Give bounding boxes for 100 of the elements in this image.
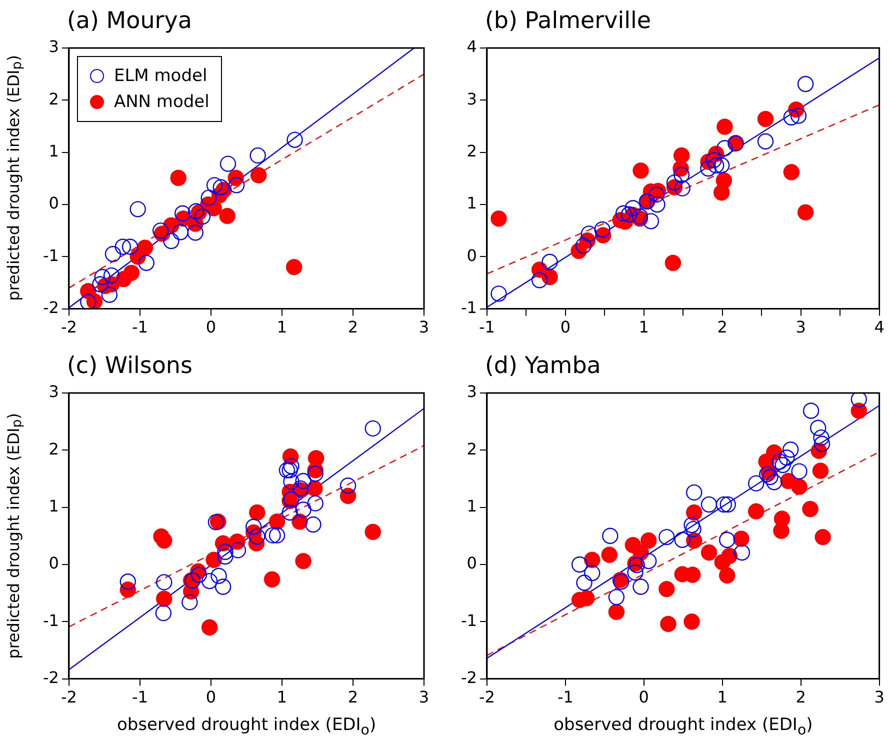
- x-tick-label: 0: [560, 318, 571, 337]
- point: [791, 463, 808, 480]
- x-tick-label: 3: [796, 318, 806, 337]
- point: [620, 206, 638, 222]
- point: [155, 604, 172, 622]
- point: [674, 180, 690, 196]
- y-tick-label: -1: [461, 610, 477, 630]
- point: [813, 429, 830, 446]
- point: [684, 614, 700, 630]
- point: [594, 221, 610, 238]
- point: [674, 532, 690, 548]
- point: [201, 619, 218, 636]
- y-tick-label: 2: [466, 141, 477, 160]
- legend-label: ELM model: [114, 66, 208, 86]
- point: [797, 76, 814, 92]
- y-tick-label: 3: [48, 382, 59, 402]
- point: [571, 556, 588, 573]
- y-tick-label: 4: [466, 37, 477, 56]
- point: [307, 495, 324, 512]
- y-tick-label: 1: [466, 496, 477, 516]
- point: [774, 456, 791, 474]
- point: [700, 160, 716, 177]
- point: [174, 205, 191, 222]
- point: [757, 110, 774, 128]
- point: [200, 190, 217, 206]
- point: [283, 458, 300, 474]
- x-tick-label: 2: [348, 688, 358, 707]
- y-tick-label: 0: [48, 554, 59, 573]
- point: [686, 504, 702, 521]
- point: [188, 203, 204, 220]
- point: [810, 420, 826, 436]
- point: [783, 164, 800, 180]
- point: [632, 162, 649, 179]
- point: [187, 224, 204, 241]
- point: [206, 177, 223, 194]
- x-tick-label: -1: [132, 688, 148, 707]
- y-tick-label: -2: [461, 668, 477, 687]
- x-tick-label: -1: [557, 688, 574, 707]
- x-tick-label: -1: [132, 318, 148, 337]
- point: [250, 167, 267, 184]
- point: [640, 552, 657, 570]
- point: [264, 527, 281, 544]
- point: [802, 500, 818, 518]
- y-tick-label: 0: [466, 246, 477, 265]
- point: [249, 504, 266, 521]
- point: [220, 156, 236, 172]
- point: [340, 488, 356, 504]
- x-axis-title: observed drought index (EDI$_{o}$): [116, 715, 376, 738]
- y-tick-label: 2: [48, 89, 59, 108]
- y-tick-label: 3: [466, 89, 477, 108]
- point: [103, 267, 120, 284]
- y-tick-label: 1: [466, 194, 477, 213]
- x-tick-label: 2: [348, 318, 358, 337]
- point: [283, 474, 300, 490]
- point: [230, 542, 246, 558]
- point: [649, 196, 666, 213]
- point: [850, 402, 867, 419]
- point: [624, 200, 642, 216]
- chart-title: (d) Yamba: [484, 353, 601, 379]
- point: [217, 548, 234, 565]
- x-tick-label: 3: [418, 318, 430, 337]
- point: [782, 441, 799, 458]
- point: [152, 222, 169, 239]
- point: [212, 179, 230, 196]
- point: [640, 532, 657, 549]
- x-tick-label: 3: [418, 688, 430, 707]
- point: [364, 420, 381, 437]
- point: [773, 522, 790, 539]
- point: [580, 226, 598, 242]
- y-tick-label: 3: [466, 382, 477, 402]
- y-tick-label: 0: [466, 554, 477, 573]
- point: [268, 514, 286, 530]
- point: [608, 604, 625, 620]
- point: [156, 532, 172, 549]
- point: [814, 436, 830, 452]
- point: [490, 210, 507, 227]
- x-tick-label: -1: [478, 318, 495, 337]
- point: [762, 468, 778, 486]
- x-tick-label: 1: [638, 318, 649, 337]
- point: [734, 544, 750, 561]
- point: [642, 213, 660, 230]
- point: [286, 258, 302, 276]
- point: [305, 516, 322, 533]
- point: [850, 393, 867, 408]
- x-tick-label: 0: [206, 688, 216, 707]
- point: [791, 478, 808, 495]
- point: [673, 147, 690, 164]
- point: [295, 472, 312, 490]
- point: [802, 402, 820, 419]
- point: [295, 502, 312, 518]
- chart-title: (a) Mourya: [66, 8, 192, 34]
- point: [713, 184, 730, 201]
- point: [660, 616, 676, 632]
- point: [214, 578, 232, 595]
- point: [264, 571, 280, 588]
- point: [92, 276, 108, 292]
- point: [716, 118, 733, 135]
- point: [733, 530, 750, 547]
- y-tick-label: 3: [48, 37, 59, 56]
- point: [797, 204, 814, 220]
